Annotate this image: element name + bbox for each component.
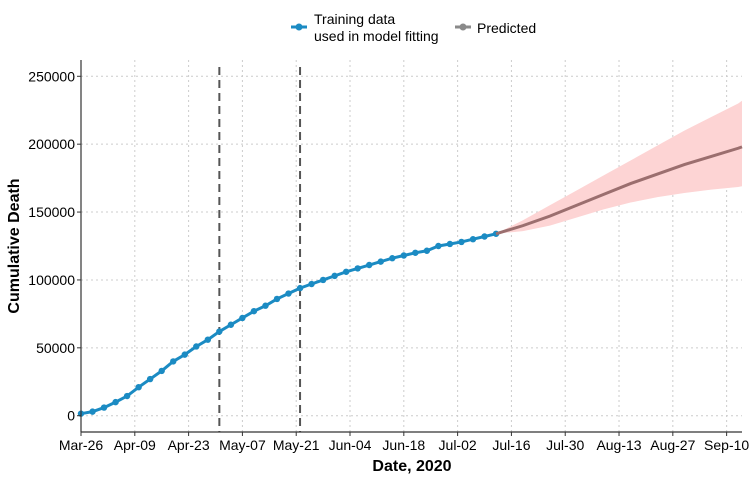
- x-axis-label: Date, 2020: [372, 458, 451, 475]
- training-data-point: [216, 328, 223, 335]
- training-data-point: [354, 265, 361, 272]
- predicted-series-line: [495, 145, 743, 236]
- training-data-point: [158, 367, 165, 375]
- x-tick-label: Apr-23: [168, 437, 210, 453]
- training-data-point: [389, 255, 396, 262]
- x-tick-label: Jul-16: [492, 437, 530, 453]
- training-data-point: [285, 290, 292, 297]
- training-data-point: [227, 321, 235, 328]
- legend-label-training-line1: Training data: [314, 11, 395, 27]
- series: [77, 145, 743, 417]
- training-data-point: [296, 284, 304, 292]
- training-data-point: [273, 295, 281, 303]
- x-tick-label: Jul-02: [439, 437, 477, 453]
- legend-label-training: Training data used in model fitting: [314, 11, 439, 44]
- legend-label-predicted: Predicted: [477, 20, 536, 36]
- training-data-point: [181, 351, 188, 358]
- prediction-interval: [496, 100, 742, 234]
- y-tick-label: 250000: [28, 68, 75, 84]
- x-tick-label: Apr-09: [114, 437, 156, 453]
- x-tick-label: Jun-04: [329, 437, 372, 453]
- training-data-point: [423, 247, 431, 254]
- training-data-point: [308, 280, 315, 288]
- x-tick-label: May-07: [219, 437, 266, 453]
- training-data-point: [458, 238, 465, 246]
- x-tick-label: May-21: [273, 437, 320, 453]
- tick-labels: Mar-26 Apr-09 Apr-23 May-07 May-21 Jun-04 Jun-…: [28, 68, 749, 453]
- training-data-point: [469, 236, 477, 243]
- training-data-point: [446, 240, 454, 248]
- x-tick-label: Aug-27: [650, 437, 695, 453]
- training-data-point: [412, 249, 419, 256]
- training-data-point: [435, 242, 442, 250]
- x-tick-label: Jul-30: [546, 437, 584, 453]
- y-axis-label: Cumulative Death: [6, 178, 23, 313]
- y-tick-label: 200000: [28, 136, 75, 152]
- training-data-point: [400, 252, 408, 259]
- prediction-band: [496, 100, 742, 234]
- training-data-point: [481, 233, 488, 240]
- vertical-lines: [218, 67, 302, 432]
- training-data-point: [112, 398, 119, 406]
- y-tick-label: 100000: [28, 272, 75, 288]
- training-data-point: [342, 268, 350, 275]
- training-data-point: [170, 358, 177, 365]
- x-tick-label: Mar-26: [59, 437, 104, 453]
- training-series-line: [80, 232, 497, 416]
- training-data-point: [193, 343, 200, 350]
- training-data-point: [377, 258, 384, 265]
- training-data-point: [123, 392, 131, 400]
- axes: [77, 60, 742, 436]
- training-data-point: [89, 408, 96, 415]
- training-data-point: [100, 404, 108, 411]
- training-data-point: [331, 272, 338, 280]
- x-tick-label: Aug-13: [596, 437, 641, 453]
- training-data-point: [250, 307, 258, 315]
- x-tick-label: Jun-18: [382, 437, 425, 453]
- y-tick-label: 150000: [28, 204, 75, 220]
- x-tick-label: Sep-10: [704, 437, 749, 453]
- training-data-point: [366, 261, 373, 269]
- y-tick-label: 50000: [36, 340, 75, 356]
- grid: [80, 60, 742, 432]
- training-data-point: [135, 383, 142, 391]
- training-data-point: [204, 336, 212, 343]
- legend-swatch-predicted-point: [459, 23, 467, 31]
- training-data-point: [239, 314, 246, 322]
- legend-label-training-line2: used in model fitting: [314, 28, 439, 44]
- training-data-point: [319, 276, 327, 284]
- y-tick-label: 0: [67, 408, 75, 424]
- training-data-point: [146, 375, 154, 383]
- training-data-point: [262, 302, 269, 309]
- legend-swatch-training-point: [295, 23, 303, 31]
- legend: Training data used in model fitting Pred…: [291, 11, 536, 44]
